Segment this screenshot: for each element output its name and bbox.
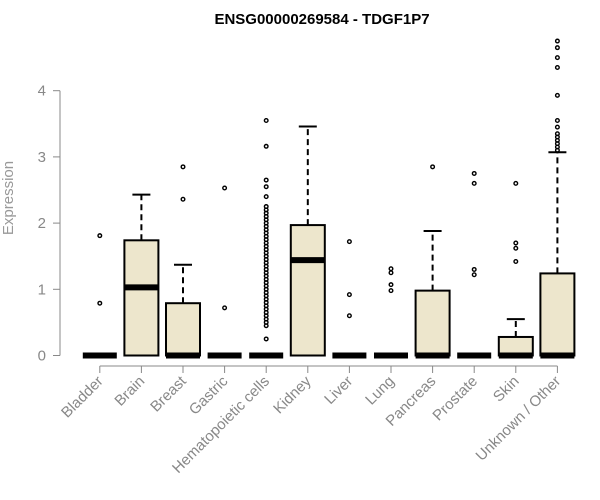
x-tick-label: Brain: [111, 373, 148, 410]
outlier-point: [388, 282, 394, 288]
outlier-point: [554, 117, 560, 123]
outlier-point: [554, 65, 560, 71]
outlier-point: [513, 245, 519, 251]
x-tick-label: Prostate: [429, 373, 481, 425]
x-tick-label: Lung: [362, 373, 398, 409]
y-tick-label: 0: [38, 348, 46, 365]
box-2: [123, 193, 160, 357]
box-rect: [165, 302, 201, 357]
outlier-point: [471, 266, 477, 272]
x-tick-label: Skin: [490, 373, 523, 406]
box-5: [249, 117, 284, 359]
box-rect: [289, 224, 326, 357]
outlier-point: [346, 239, 352, 245]
outlier-point: [471, 170, 477, 176]
outlier-point: [180, 196, 186, 202]
outlier-point: [471, 180, 477, 186]
outlier-point: [263, 336, 269, 342]
y-tick-label: 2: [38, 215, 46, 232]
outlier-point: [430, 164, 436, 170]
outlier-point: [471, 272, 477, 278]
outlier-point: [97, 300, 103, 306]
outlier-point: [513, 180, 519, 186]
outlier-point: [346, 313, 352, 319]
outlier-point: [97, 233, 103, 239]
outlier-point: [554, 92, 560, 98]
outlier-point: [263, 143, 269, 149]
outlier-point: [263, 117, 269, 123]
y-axis-label: Expression: [0, 161, 17, 235]
outlier-point: [513, 258, 519, 264]
outlier-point: [513, 240, 519, 246]
outlier-point: [388, 266, 394, 272]
outlier-point: [346, 292, 352, 298]
outlier-point: [222, 185, 228, 191]
outlier-point: [263, 177, 269, 183]
box-3: [165, 164, 201, 359]
x-tick-label: Kidney: [270, 372, 315, 417]
outlier-point: [554, 55, 560, 61]
outlier-point: [388, 270, 394, 276]
y-tick-label: 1: [38, 281, 46, 298]
boxes-group: [82, 38, 576, 359]
chart-title: ENSG00000269584 - TDGF1P7: [214, 11, 429, 28]
outlier-point: [554, 38, 560, 44]
outlier-point: [263, 194, 269, 200]
box-10: [457, 170, 492, 359]
y-axis: 0 1 2 3 4: [38, 83, 61, 365]
outlier-point: [263, 204, 269, 210]
y-tick-label: 4: [38, 83, 46, 100]
box-rect: [414, 289, 451, 357]
x-tick-label: Bladder: [58, 373, 107, 422]
outlier-point: [554, 131, 560, 137]
box-1: [82, 233, 117, 359]
y-tick-label: 3: [38, 149, 46, 166]
box-11: [497, 180, 534, 359]
outlier-point: [554, 124, 560, 130]
box-4: [207, 185, 242, 359]
box-9: [414, 164, 451, 359]
box-8: [374, 266, 408, 359]
box-rect: [539, 272, 576, 357]
outlier-point: [554, 45, 560, 51]
box-7: [332, 239, 367, 359]
box-6: [289, 125, 326, 357]
x-tick-label: Breast: [147, 372, 190, 415]
outlier-point: [180, 164, 186, 170]
outlier-point: [263, 184, 269, 190]
x-tick-label: Liver: [321, 373, 356, 408]
outlier-point: [222, 305, 228, 311]
box-rect: [123, 239, 160, 357]
outlier-point: [388, 288, 394, 294]
box-12: [539, 38, 576, 359]
